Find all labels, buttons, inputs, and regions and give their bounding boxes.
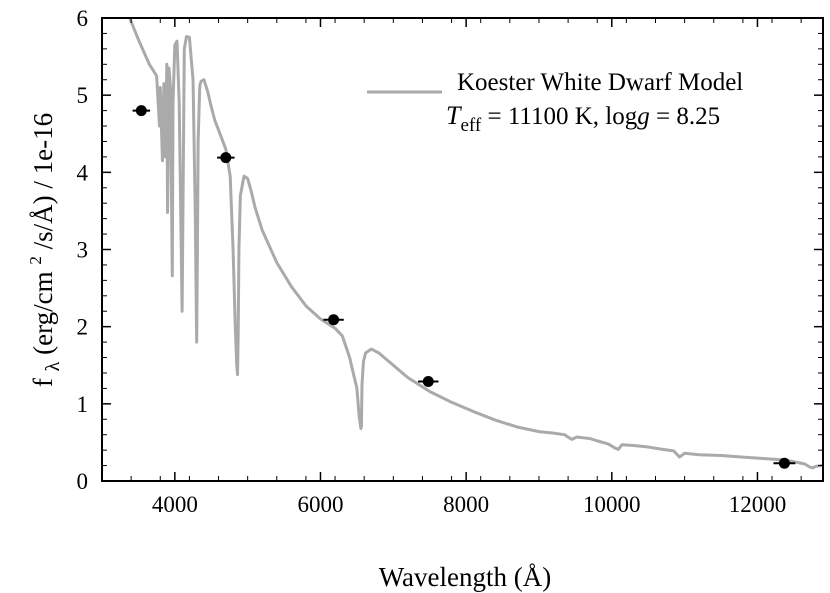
legend-teff-symbol: T: [446, 101, 462, 130]
observation-point: [418, 375, 439, 387]
y-axis-label-lambda: λ: [42, 361, 64, 371]
observation-marker: [422, 375, 434, 387]
legend-model-params: Teff = 11100 K, logg = 8.25: [446, 101, 720, 136]
legend-teff-value: = 11100 K, log: [481, 103, 637, 130]
y-tick-label: 2: [77, 315, 89, 340]
x-tick-label: 12000: [729, 492, 787, 517]
legend-logg-value: = 8.25: [650, 103, 720, 130]
y-tick-label: 6: [77, 6, 89, 31]
x-tick-label: 8000: [443, 492, 489, 517]
x-tick-label: 10000: [583, 492, 641, 517]
observation-point: [323, 314, 344, 326]
x-axis-label: Wavelength (Å): [379, 562, 552, 592]
observation-point: [132, 105, 151, 117]
model-spectrum-line: [128, 18, 823, 470]
x-tick-label: 6000: [297, 492, 343, 517]
observation-marker: [220, 152, 232, 164]
y-tick-label: 3: [77, 238, 89, 263]
observation-marker: [778, 457, 790, 469]
y-tick-label: 1: [77, 392, 89, 417]
y-axis-label-units: (erg/cm: [28, 271, 58, 354]
observation-point: [773, 457, 796, 469]
y-axis-label: f λ (erg/cm 2 /s/Å) / 1e-16: [17, 113, 65, 387]
legend-teff-subscript: eff: [460, 115, 481, 136]
y-axis-label-f: f: [28, 378, 58, 387]
legend-logg-symbol: g: [637, 103, 650, 130]
x-tick-label: 4000: [152, 492, 198, 517]
observation-point: [217, 152, 235, 164]
y-tick-label: 4: [77, 160, 89, 185]
y-tick-label: 5: [77, 83, 89, 108]
y-tick-label: 0: [77, 469, 89, 494]
y-axis-label-sq: 2: [26, 256, 45, 265]
y-axis-label-units-end: /s/Å) / 1e-16: [28, 113, 58, 249]
legend-model-name: Koester White Dwarf Model: [457, 69, 743, 96]
observation-marker: [135, 105, 147, 117]
legend: Koester White Dwarf Model Teff = 11100 K…: [367, 69, 743, 136]
observation-marker: [328, 314, 340, 326]
